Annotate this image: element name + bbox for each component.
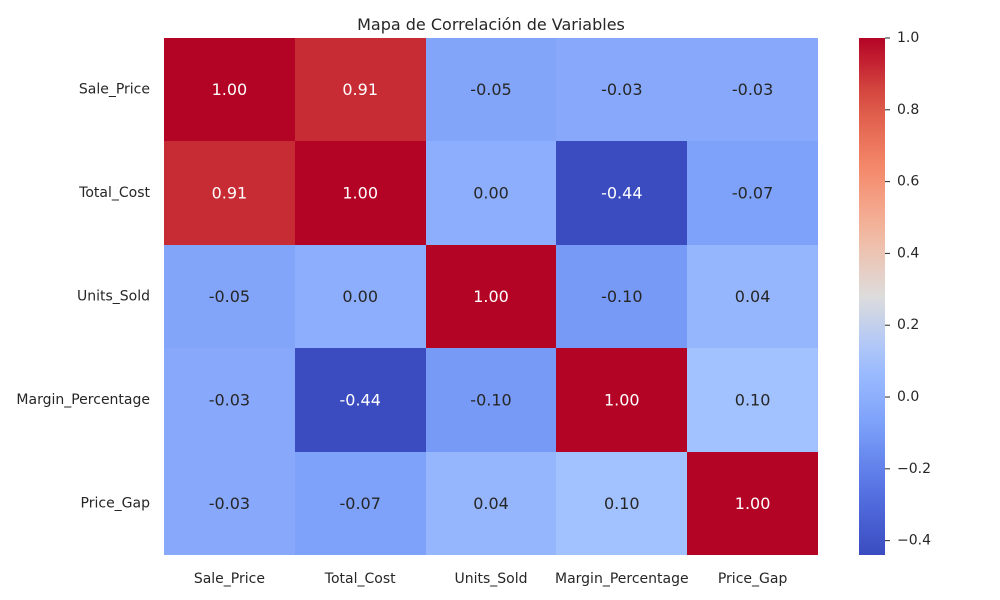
heatmap-cell-labels: 1.00 0.91 -0.05 -0.03 -0.03 0.91 1.00 0.00 -0.44… bbox=[209, 80, 774, 513]
heatmap-cell bbox=[426, 348, 556, 452]
x-tick-label: Margin_Percentage bbox=[555, 571, 689, 587]
heatmap-cell bbox=[295, 141, 426, 245]
heatmap-cell-value: 0.00 bbox=[473, 184, 509, 203]
heatmap-cell bbox=[687, 38, 818, 141]
colorbar-tick-label: 1.0 bbox=[897, 30, 919, 46]
y-tick-label: Units_Sold bbox=[77, 289, 150, 305]
heatmap-cell-value: -0.03 bbox=[601, 80, 642, 99]
colorbar-tick-label: 0.6 bbox=[897, 174, 919, 190]
heatmap-cell-value: -0.05 bbox=[209, 287, 250, 306]
heatmap-cell-value: 1.00 bbox=[604, 390, 640, 409]
heatmap-cell bbox=[556, 348, 687, 452]
heatmap-cell-value: 1.00 bbox=[735, 494, 771, 513]
y-tick-label: Sale_Price bbox=[79, 82, 150, 98]
heatmap-cell-value: 1.00 bbox=[473, 287, 509, 306]
y-axis-tick-labels: Sale_Price Total_Cost Units_Sold Margin_Per… bbox=[16, 82, 150, 512]
heatmap-cell-value: -0.44 bbox=[601, 184, 642, 203]
y-tick-label: Price_Gap bbox=[81, 495, 151, 511]
heatmap-cell bbox=[556, 245, 687, 348]
y-tick-label: Margin_Percentage bbox=[16, 392, 150, 408]
x-axis-tick-labels: Sale_Price Total_Cost Units_Sold Margin_Per… bbox=[194, 571, 788, 587]
heatmap-cell-value: 0.04 bbox=[473, 494, 509, 513]
heatmap-cell bbox=[687, 452, 818, 555]
chart-title: Mapa de Correlación de Variables bbox=[357, 15, 625, 34]
colorbar-tick-label: 0.2 bbox=[897, 317, 919, 333]
colorbar-tick-label: −0.2 bbox=[897, 461, 931, 477]
x-tick-label: Total_Cost bbox=[324, 571, 396, 587]
heatmap-cell bbox=[556, 141, 687, 245]
colorbar bbox=[859, 38, 885, 555]
colorbar-tick-label: −0.4 bbox=[897, 533, 931, 549]
heatmap-cell-value: -0.05 bbox=[470, 80, 511, 99]
heatmap-cell bbox=[687, 141, 818, 245]
heatmap-cell-value: -0.10 bbox=[470, 390, 511, 409]
heatmap-cell-value: -0.03 bbox=[209, 494, 250, 513]
y-tick-label: Total_Cost bbox=[78, 185, 150, 201]
heatmap-cell bbox=[687, 245, 818, 348]
heatmap-cell bbox=[426, 141, 556, 245]
heatmap-cell bbox=[164, 141, 295, 245]
x-tick-label: Sale_Price bbox=[194, 571, 265, 587]
heatmap-cell-value: 0.00 bbox=[342, 287, 378, 306]
heatmap-cell bbox=[164, 38, 295, 141]
heatmap-cell bbox=[164, 348, 295, 452]
heatmap-cell bbox=[426, 245, 556, 348]
heatmap-cell bbox=[426, 452, 556, 555]
heatmap-cell-value: -0.44 bbox=[339, 390, 380, 409]
heatmap-cell-value: 0.04 bbox=[735, 287, 771, 306]
heatmap-cell-value: -0.07 bbox=[732, 184, 773, 203]
heatmap-cell bbox=[295, 452, 426, 555]
colorbar-tick-label: 0.0 bbox=[897, 389, 919, 405]
heatmap-cell-value: -0.10 bbox=[601, 287, 642, 306]
heatmap-cell-value: 1.00 bbox=[212, 80, 248, 99]
heatmap-cell bbox=[556, 452, 687, 555]
heatmap-cell-value: -0.03 bbox=[209, 390, 250, 409]
heatmap-cell-value: 0.10 bbox=[604, 494, 640, 513]
heatmap-cell-value: 0.91 bbox=[212, 184, 248, 203]
heatmap-cell-value: 1.00 bbox=[342, 184, 378, 203]
heatmap-cell-value: -0.07 bbox=[339, 494, 380, 513]
heatmap-cell-value: 0.91 bbox=[342, 80, 378, 99]
heatmap-cell bbox=[687, 348, 818, 452]
heatmap-cell bbox=[295, 245, 426, 348]
colorbar-tick-label: 0.8 bbox=[897, 102, 919, 118]
heatmap-cell bbox=[295, 38, 426, 141]
heatmap-cells bbox=[164, 38, 818, 555]
heatmap-cell bbox=[556, 38, 687, 141]
x-tick-label: Units_Sold bbox=[454, 571, 527, 587]
heatmap-cell bbox=[164, 245, 295, 348]
colorbar-ticks: 1.0 0.8 0.6 0.4 0.2 0.0 −0.2 −0.4 bbox=[885, 30, 931, 549]
x-tick-label: Price_Gap bbox=[718, 571, 788, 587]
heatmap-cell bbox=[426, 38, 556, 141]
heatmap-cell-value: -0.03 bbox=[732, 80, 773, 99]
colorbar-tick-label: 0.4 bbox=[897, 245, 919, 261]
heatmap-cell-value: 0.10 bbox=[735, 390, 771, 409]
heatmap-cell bbox=[295, 348, 426, 452]
heatmap-cell bbox=[164, 452, 295, 555]
